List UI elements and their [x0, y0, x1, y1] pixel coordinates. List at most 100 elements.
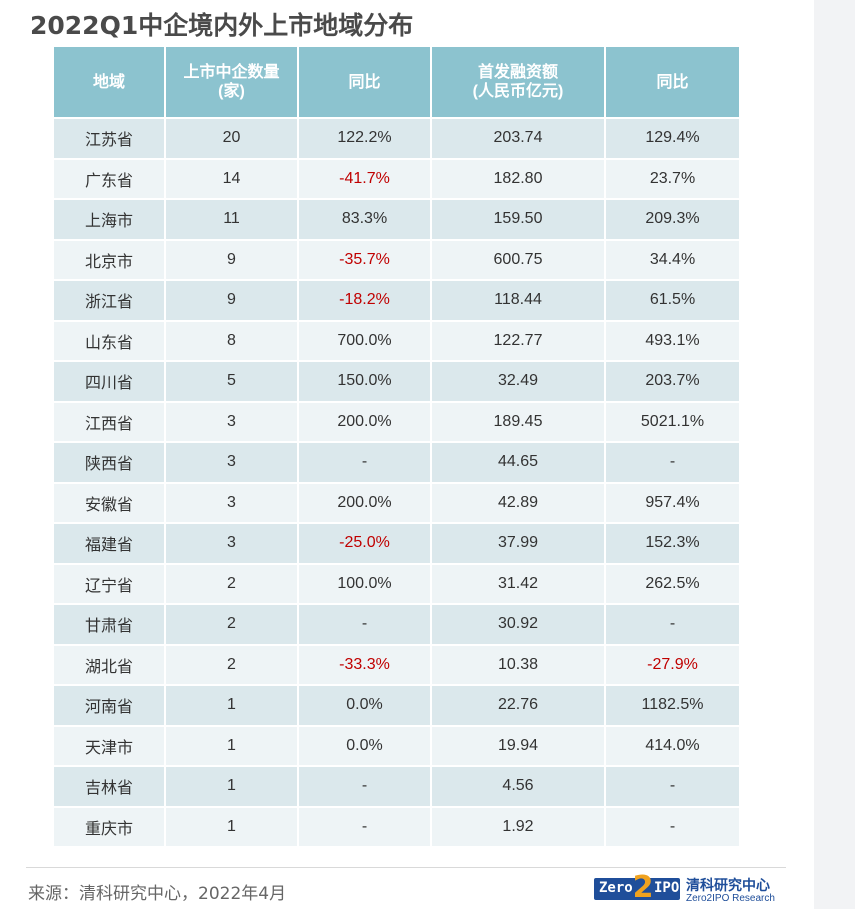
header-label-line: (人民币亿元): [472, 83, 564, 100]
cell-listed-count: 5: [166, 362, 299, 403]
header-count-yoy: 同比: [299, 47, 432, 119]
cell-count-yoy: 700.0%: [299, 321, 432, 362]
cell-listed-count: 1: [166, 767, 299, 808]
cell-region: 山东省: [54, 321, 166, 362]
page-side-shade: [814, 0, 855, 909]
cell-ipo-amount: 122.77: [432, 321, 606, 362]
cell-count-yoy: 200.0%: [299, 483, 432, 524]
table-row: 江西省 3 200.0% 189.45 5021.1%: [54, 402, 739, 443]
header-listed-count: 上市中企数量 (家): [166, 47, 299, 119]
table-row: 山东省 8 700.0% 122.77 493.1%: [54, 321, 739, 362]
cell-listed-count: 1: [166, 807, 299, 848]
cell-region: 甘肃省: [54, 605, 166, 646]
cell-ipo-amount: 203.74: [432, 119, 606, 160]
cell-ipo-amount: 37.99: [432, 524, 606, 565]
table-row: 吉林省 1-4.56-: [54, 767, 739, 808]
cell-amount-yoy: 61.5%: [606, 281, 739, 322]
cell-listed-count: 14: [166, 159, 299, 200]
cell-listed-count: 3: [166, 402, 299, 443]
cell-count-yoy: -41.7%: [299, 159, 432, 200]
header-region: 地域: [54, 47, 166, 119]
cell-region: 重庆市: [54, 807, 166, 848]
cell-region: 福建省: [54, 524, 166, 565]
table-row: 辽宁省 2 100.0% 31.42 262.5%: [54, 564, 739, 605]
cell-listed-count: 3: [166, 443, 299, 484]
cell-count-yoy: 122.2%: [299, 119, 432, 160]
logo-badge-right-text: IPO: [654, 880, 680, 896]
cell-ipo-amount: 600.75: [432, 240, 606, 281]
cell-ipo-amount: 10.38: [432, 645, 606, 686]
cell-listed-count: 3: [166, 483, 299, 524]
cell-listed-count: 9: [166, 281, 299, 322]
header-label-line: 首发融资额: [477, 64, 558, 81]
cell-listed-count: 2: [166, 564, 299, 605]
source-note: 来源：清科研究中心，2022年4月: [28, 884, 287, 904]
cell-listed-count: 11: [166, 200, 299, 241]
logo-digit-two: 2: [632, 870, 654, 905]
cell-ipo-amount: 32.49: [432, 362, 606, 403]
cell-count-yoy: -35.7%: [299, 240, 432, 281]
table-row: 福建省 3 -25.0% 37.99 152.3%: [54, 524, 739, 565]
cell-ipo-amount: 22.76: [432, 686, 606, 727]
cell-amount-yoy: -27.9%: [606, 645, 739, 686]
cell-count-yoy: -: [299, 807, 432, 848]
cell-count-yoy: 83.3%: [299, 200, 432, 241]
header-label-line: 上市中企数量: [183, 64, 280, 81]
table-row: 河南省 1 0.0% 22.76 1182.5%: [54, 686, 739, 727]
table-body: 江苏省 20 122.2% 203.74 129.4% 广东省 14 -41.7% 182.80…: [54, 119, 739, 848]
footer-divider: [26, 867, 786, 868]
cell-ipo-amount: 159.50: [432, 200, 606, 241]
header-label-line: 同比: [656, 73, 689, 91]
cell-amount-yoy: 23.7%: [606, 159, 739, 200]
cell-amount-yoy: -: [606, 767, 739, 808]
table-row: 天津市 1 0.0% 19.94 414.0%: [54, 726, 739, 767]
cell-amount-yoy: -: [606, 605, 739, 646]
cell-listed-count: 1: [166, 726, 299, 767]
cell-region: 浙江省: [54, 281, 166, 322]
cell-listed-count: 1: [166, 686, 299, 727]
table-row: 陕西省 3-44.65-: [54, 443, 739, 484]
header-label-line: (家): [218, 83, 245, 100]
cell-amount-yoy: 262.5%: [606, 564, 739, 605]
table-row: 安徽省 3 200.0% 42.89 957.4%: [54, 483, 739, 524]
logo-badge: Zero IPO: [594, 878, 680, 900]
cell-ipo-amount: 19.94: [432, 726, 606, 767]
table-row: 重庆市 1-1.92-: [54, 807, 739, 848]
cell-listed-count: 8: [166, 321, 299, 362]
cell-count-yoy: -: [299, 443, 432, 484]
cell-amount-yoy: 34.4%: [606, 240, 739, 281]
cell-region: 安徽省: [54, 483, 166, 524]
cell-ipo-amount: 182.80: [432, 159, 606, 200]
cell-ipo-amount: 31.42: [432, 564, 606, 605]
cell-region: 北京市: [54, 240, 166, 281]
table-row: 上海市 11 83.3% 159.50 209.3%: [54, 200, 739, 241]
table-row: 广东省 14 -41.7% 182.80 23.7%: [54, 159, 739, 200]
cell-count-yoy: -33.3%: [299, 645, 432, 686]
cell-amount-yoy: 203.7%: [606, 362, 739, 403]
cell-amount-yoy: -: [606, 807, 739, 848]
cell-listed-count: 2: [166, 605, 299, 646]
logo-chinese-name: 清科研究中心: [686, 878, 770, 894]
logo-badge-left-text: Zero: [599, 880, 633, 896]
cell-ipo-amount: 118.44: [432, 281, 606, 322]
cell-amount-yoy: 209.3%: [606, 200, 739, 241]
page-title: 2022Q1中企境内外上市地域分布: [30, 11, 414, 40]
table-row: 浙江省 9 -18.2% 118.44 61.5%: [54, 281, 739, 322]
cell-ipo-amount: 1.92: [432, 807, 606, 848]
cell-ipo-amount: 189.45: [432, 402, 606, 443]
cell-listed-count: 3: [166, 524, 299, 565]
cell-count-yoy: 200.0%: [299, 402, 432, 443]
header-row: 地域 上市中企数量 (家) 同比 首发融资额 (人民币亿元) 同比: [54, 47, 739, 119]
table-row: 北京市 9 -35.7% 600.75 34.4%: [54, 240, 739, 281]
cell-amount-yoy: 493.1%: [606, 321, 739, 362]
cell-region: 河南省: [54, 686, 166, 727]
cell-count-yoy: 0.0%: [299, 726, 432, 767]
header-amount-yoy: 同比: [606, 47, 739, 119]
cell-region: 江苏省: [54, 119, 166, 160]
cell-listed-count: 9: [166, 240, 299, 281]
cell-ipo-amount: 42.89: [432, 483, 606, 524]
cell-amount-yoy: 1182.5%: [606, 686, 739, 727]
header-ipo-amount: 首发融资额 (人民币亿元): [432, 47, 606, 119]
cell-ipo-amount: 4.56: [432, 767, 606, 808]
cell-amount-yoy: -: [606, 443, 739, 484]
